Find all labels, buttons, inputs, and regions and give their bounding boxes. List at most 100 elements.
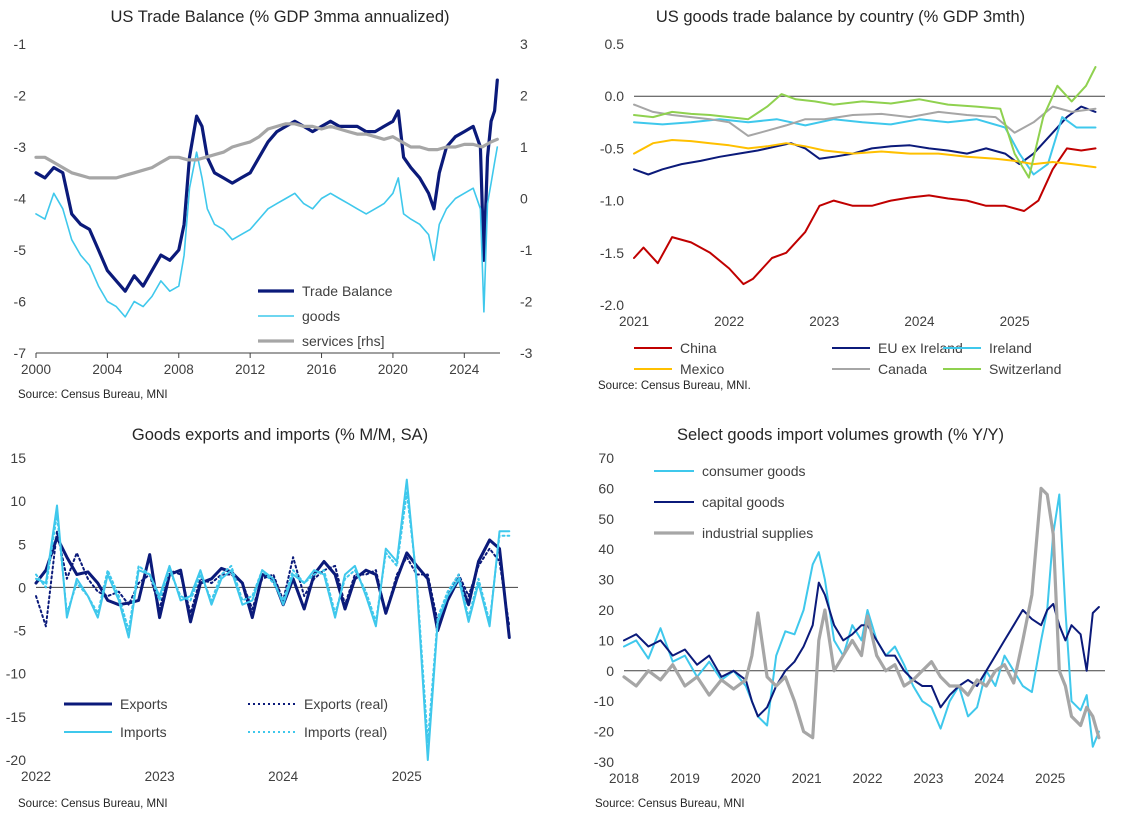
y-tick-label: -15 <box>6 709 26 725</box>
series-line <box>34 78 499 293</box>
y-tick-label: -2.0 <box>600 297 624 313</box>
series-line <box>34 122 499 180</box>
y-tick-label: 0.0 <box>605 88 625 104</box>
y-tick-label: 10 <box>598 632 614 648</box>
y-tick-label: 10 <box>10 493 26 509</box>
series-line <box>633 139 1097 169</box>
x-tick-label: 2023 <box>913 771 943 786</box>
x-tick-label: 2021 <box>792 771 822 786</box>
y-tick-label: -30 <box>594 754 614 770</box>
x-tick-label: 2020 <box>378 362 408 377</box>
legend-label: services [rhs] <box>302 333 384 349</box>
y-tick-label: 0 <box>606 663 614 679</box>
y2-tick-label: -3 <box>520 345 533 361</box>
legend-label: Exports (real) <box>304 696 388 712</box>
legend-label: Imports <box>120 724 167 740</box>
legend-label: Canada <box>878 361 927 377</box>
legend-label: Mexico <box>680 361 725 377</box>
legend-label: EU ex Ireland <box>878 340 963 356</box>
x-tick-label: 2025 <box>392 769 422 784</box>
trade-balance-panel: US Trade Balance (% GDP 3mma annualized)… <box>0 0 560 408</box>
y-tick-label: -10 <box>594 693 614 709</box>
x-tick-label: 2024 <box>974 771 1005 786</box>
y2-tick-label: 1 <box>520 139 528 155</box>
y-tick-label: -7 <box>14 345 27 361</box>
trade-balance-chart: -1 -2 -3 -4 -5 -6 -7 3 2 1 0 -1 -2 -3 2000 2004 2008 2012… <box>14 36 533 377</box>
y-tick-label: -20 <box>6 752 26 768</box>
x-tick-label: 2025 <box>1000 314 1030 329</box>
series-line <box>623 581 1100 718</box>
source-note: Source: Census Bureau, MNI <box>595 798 745 810</box>
y-tick-label: -5 <box>14 623 27 639</box>
series-line <box>633 116 1097 176</box>
y-tick-label: 5 <box>18 536 26 552</box>
y2-tick-label: 3 <box>520 36 528 52</box>
legend-label: industrial supplies <box>702 525 813 541</box>
y-tick-label: -10 <box>6 666 26 682</box>
source-note: Source: Census Bureau, MNI <box>18 389 168 401</box>
series-line <box>633 105 1097 176</box>
y2-tick-label: 2 <box>520 88 528 104</box>
y2-tick-label: -1 <box>520 242 533 258</box>
x-tick-label: 2022 <box>21 769 51 784</box>
country-balance-panel: US goods trade balance by country (% GDP… <box>560 0 1121 408</box>
y-tick-label: -6 <box>14 294 27 310</box>
source-note: Source: Census Bureau, MNI. <box>598 380 751 392</box>
y-tick-label: 40 <box>598 541 614 557</box>
x-tick-label: 2024 <box>268 769 299 784</box>
y-tick-label: 0.5 <box>605 36 625 52</box>
legend-label: Switzerland <box>989 361 1061 377</box>
y-tick-label: -0.5 <box>600 140 624 156</box>
import-volumes-panel: Select goods import volumes growth (% Y/… <box>560 408 1121 816</box>
y-tick-label: 50 <box>598 511 614 527</box>
y-tick-label: -5 <box>14 242 27 258</box>
chart-title: Goods exports and imports (% M/M, SA) <box>131 426 429 444</box>
y2-tick-label: 0 <box>520 191 528 207</box>
x-tick-label: 2012 <box>235 362 265 377</box>
series-line <box>35 491 511 744</box>
y-tick-label: -20 <box>594 724 614 740</box>
x-tick-label: 2023 <box>809 314 839 329</box>
x-tick-label: 2025 <box>1035 771 1065 786</box>
x-tick-label: 2022 <box>853 771 883 786</box>
x-tick-label: 2016 <box>307 362 337 377</box>
series-line <box>622 486 1101 740</box>
x-tick-label: 2018 <box>609 771 639 786</box>
x-tick-label: 2020 <box>731 771 761 786</box>
legend-label: Exports <box>120 696 167 712</box>
chart-title: US Trade Balance (% GDP 3mma annualized) <box>110 8 450 26</box>
chart-title: Select goods import volumes growth (% Y/… <box>676 426 1005 444</box>
x-tick-label: 2019 <box>670 771 700 786</box>
y-tick-label: 60 <box>598 480 614 496</box>
y-tick-label: -3 <box>14 139 27 155</box>
series-line <box>35 478 511 761</box>
x-tick-label: 2000 <box>21 362 51 377</box>
x-tick-label: 2021 <box>619 314 649 329</box>
series-line <box>633 147 1097 286</box>
exports-imports-panel: Goods exports and imports (% M/M, SA) 15… <box>0 408 560 816</box>
chart-title: US goods trade balance by country (% GDP… <box>655 8 1026 26</box>
legend-label: capital goods <box>702 494 785 510</box>
series-line <box>35 146 499 318</box>
y-tick-label: 20 <box>598 602 614 618</box>
series-line <box>633 66 1097 179</box>
y-tick-label: -1.0 <box>600 193 624 209</box>
y-tick-label: 70 <box>598 450 614 466</box>
x-tick-label: 2024 <box>449 362 480 377</box>
x-tick-label: 2023 <box>145 769 175 784</box>
y-tick-label: -2 <box>14 88 27 104</box>
legend-label: Trade Balance <box>302 283 393 299</box>
legend-label: consumer goods <box>702 463 806 479</box>
legend-label: Ireland <box>989 340 1032 356</box>
y2-tick-label: -2 <box>520 294 533 310</box>
legend-label: Imports (real) <box>304 724 387 740</box>
x-tick-label: 2024 <box>904 314 935 329</box>
series-line <box>633 103 1097 137</box>
y-tick-label: -1 <box>14 36 27 52</box>
y-tick-label: 30 <box>598 572 614 588</box>
x-tick-label: 2008 <box>164 362 194 377</box>
y-tick-label: -4 <box>14 191 27 207</box>
